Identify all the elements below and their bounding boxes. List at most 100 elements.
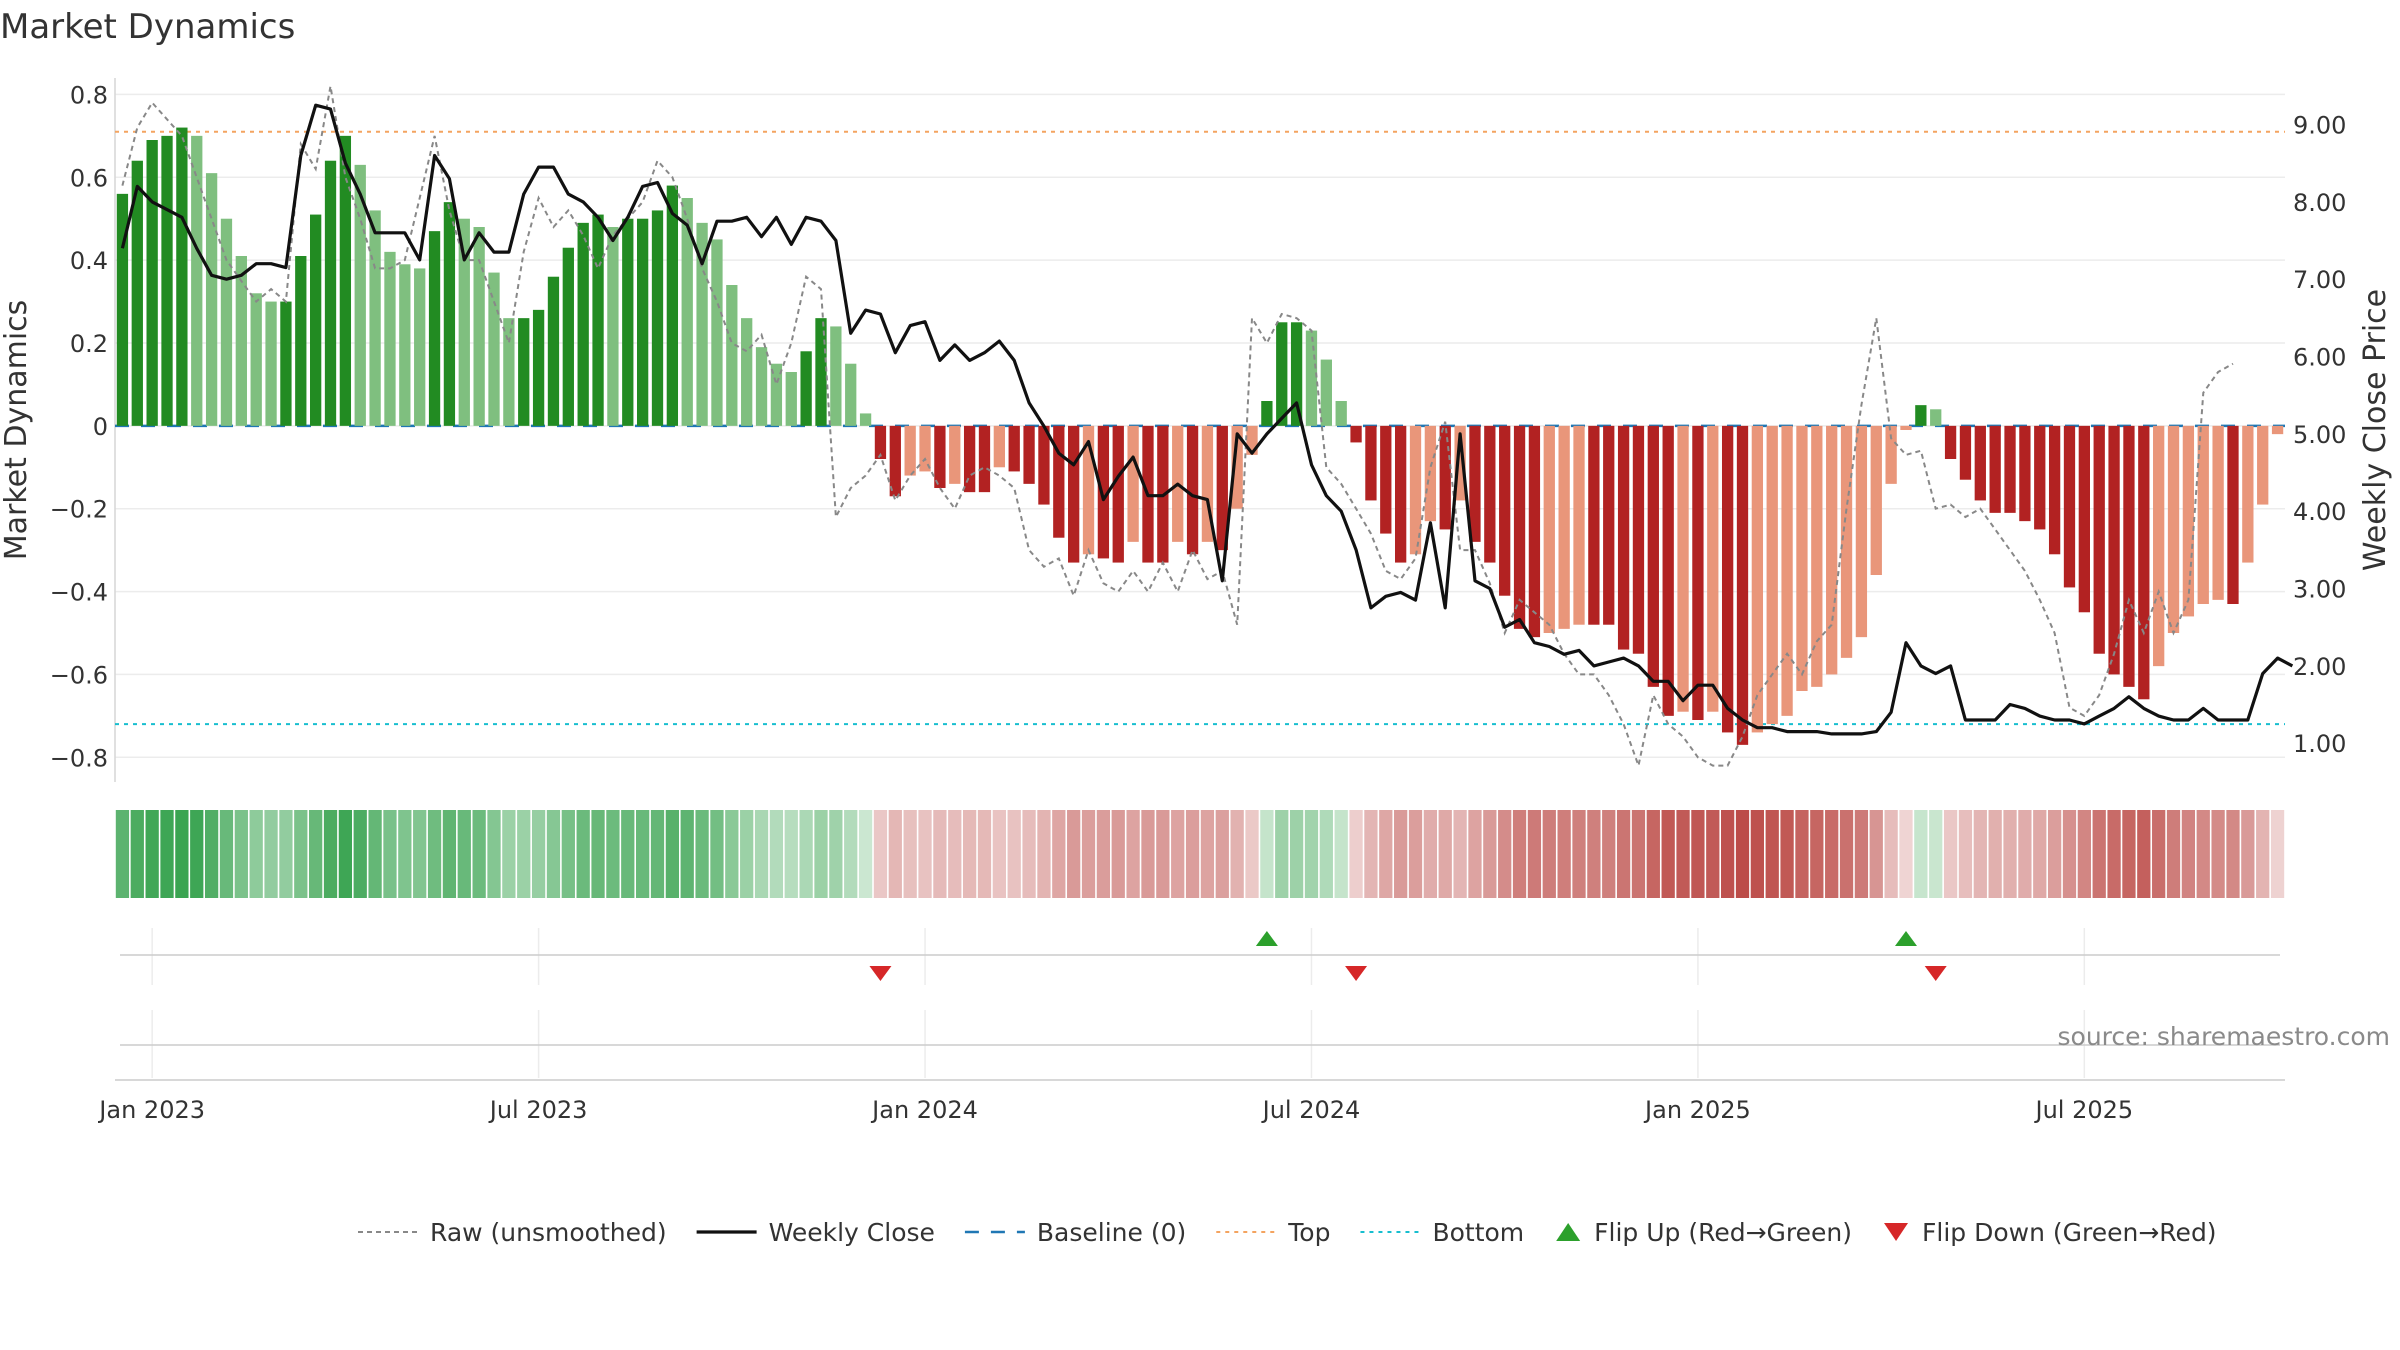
dynamics-bar	[726, 285, 738, 426]
dynamics-bar	[488, 272, 500, 426]
dynamics-bar	[1395, 425, 1407, 563]
y-right-tick-label: 6.00	[2293, 344, 2346, 372]
regime-cell	[1379, 810, 1393, 898]
regime-cell	[1721, 810, 1735, 898]
dynamics-bar	[711, 239, 723, 426]
regime-cell	[2211, 810, 2225, 898]
regime-cell	[992, 810, 1006, 898]
regime-cell	[323, 810, 338, 898]
x-tick-label: Jul 2023	[488, 1096, 588, 1124]
dynamics-bar	[755, 347, 768, 426]
legend-label: Flip Down (Green→Red)	[1922, 1218, 2217, 1247]
regime-cell	[383, 810, 397, 898]
dynamics-bar	[1409, 425, 1422, 555]
regime-cell	[2122, 810, 2136, 898]
y-right-tick-label: 9.00	[2293, 112, 2346, 140]
dynamics-bar	[547, 276, 560, 426]
regime-cell	[1408, 810, 1423, 898]
regime-cell	[1438, 810, 1452, 898]
legend: Raw (unsmoothed) Weekly Close Baseline (0)…	[358, 1218, 2217, 1247]
regime-cell	[1631, 810, 1646, 898]
flip-down-marker	[1924, 966, 1947, 981]
flip-markers-panel	[115, 928, 2285, 1081]
regime-cell	[531, 810, 546, 898]
y-right-tick-label: 7.00	[2293, 266, 2346, 294]
regime-cell	[933, 810, 947, 898]
regime-cell	[858, 810, 873, 898]
dynamics-bar	[1989, 425, 2001, 513]
regime-cell	[2181, 810, 2196, 898]
regime-cell	[2033, 810, 2047, 898]
regime-cell	[1958, 810, 1973, 898]
dynamics-bar	[2063, 425, 2076, 588]
regime-cell	[1007, 810, 1021, 898]
dynamics-bar	[1692, 425, 1704, 720]
regime-cell	[294, 810, 308, 898]
dynamics-bar	[324, 160, 337, 426]
dynamics-bar	[443, 202, 456, 426]
dynamics-bar	[1290, 322, 1303, 426]
regime-cell	[264, 810, 278, 898]
regime-cell	[368, 810, 382, 898]
regime-cell	[427, 810, 442, 898]
regime-cell	[1943, 810, 1958, 898]
dynamics-bar	[636, 218, 649, 426]
regime-cell	[1081, 810, 1096, 898]
dynamics-bar	[1484, 425, 1496, 563]
regime-cell	[1319, 810, 1333, 898]
dynamics-bar	[874, 425, 887, 459]
regime-cell	[903, 810, 917, 898]
dynamics-bar	[532, 309, 545, 426]
dynamics-bar	[681, 198, 693, 426]
weekly-close-line	[120, 103, 2294, 736]
regime-cell	[2003, 810, 2017, 898]
dynamics-bar	[1974, 425, 1986, 501]
y-right-tick-label: 8.00	[2293, 189, 2346, 217]
dynamics-bar	[993, 425, 1005, 468]
flip-down-marker	[1345, 966, 1368, 981]
regime-cell	[1156, 810, 1170, 898]
regime-cell	[740, 810, 754, 898]
regime-cell	[1572, 810, 1586, 898]
regime-cell	[606, 810, 620, 898]
y-left-tick-label: −0.8	[50, 744, 108, 772]
regime-cell	[2047, 810, 2062, 898]
regime-cell	[1676, 810, 1690, 898]
dynamics-bar	[458, 218, 470, 426]
dynamics-bar	[904, 425, 916, 476]
dynamics-bar	[2167, 425, 2180, 633]
regime-cell	[457, 810, 471, 898]
regime-cell	[680, 810, 694, 898]
regime-cell	[1037, 810, 1051, 898]
dynamics-bar	[1305, 330, 1318, 426]
grid-lines	[114, 78, 2285, 782]
dynamics-bar	[1350, 425, 1362, 443]
dynamics-bar	[1930, 409, 1942, 426]
dynamics-bar	[1053, 425, 1065, 538]
regime-cell	[621, 810, 635, 898]
raw-unsmoothed-line	[121, 85, 2234, 770]
dynamics-bar	[339, 135, 352, 426]
regime-cell	[2018, 810, 2032, 898]
regime-cell	[338, 810, 353, 898]
dynamics-bar	[562, 247, 574, 426]
regime-cell	[1765, 810, 1779, 898]
dynamics-bar	[2034, 425, 2046, 530]
regime-cell	[1200, 810, 1215, 898]
regime-cell	[517, 810, 531, 898]
regime-cell	[1245, 810, 1259, 898]
regime-cell	[160, 810, 174, 898]
dynamics-bar	[1261, 401, 1273, 426]
x-tick-label: Jan 2025	[1643, 1096, 1751, 1124]
regime-cell	[784, 810, 798, 898]
regime-cell	[2226, 810, 2240, 898]
dynamics-bar	[1796, 425, 1808, 691]
dynamics-bar	[800, 351, 812, 426]
y-left-tick-label: 0.2	[70, 330, 108, 358]
dynamics-bar	[250, 293, 262, 426]
regime-cell	[1988, 810, 2002, 898]
regime-cell	[1587, 810, 1601, 898]
regime-cell	[725, 810, 739, 898]
regime-cell	[1171, 810, 1185, 898]
